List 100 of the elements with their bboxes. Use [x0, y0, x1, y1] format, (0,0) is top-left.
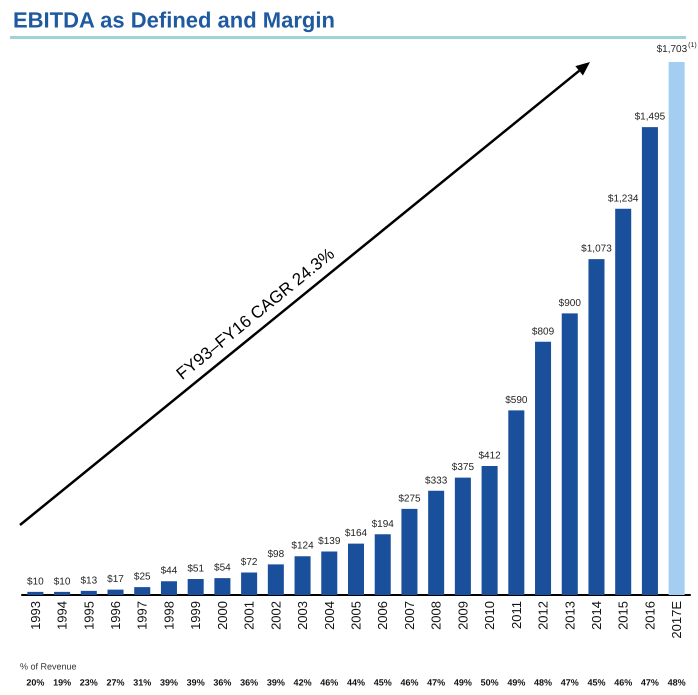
data-label: $1,234 — [608, 193, 639, 204]
bar — [642, 127, 658, 595]
text: 47% — [427, 678, 446, 688]
bar — [268, 564, 284, 595]
text: 19% — [53, 678, 72, 688]
x-tick-label: 1994 — [54, 601, 70, 630]
data-label: $10 — [27, 576, 44, 588]
text: 39% — [160, 678, 178, 688]
data-label: $164 — [344, 528, 368, 540]
x-tick-label: 2007 — [402, 601, 417, 630]
bar — [321, 551, 338, 595]
bar — [482, 466, 498, 595]
data-label: $590 — [505, 394, 528, 406]
text: % of Revenue — [20, 662, 77, 672]
text: 46% — [400, 678, 418, 688]
text: 49% — [454, 678, 472, 688]
text: 42% — [294, 678, 312, 688]
data-label: $809 — [532, 326, 555, 338]
bar — [160, 581, 177, 595]
x-tick-label: 2014 — [588, 601, 604, 630]
bar — [454, 478, 471, 595]
text: 36% — [240, 678, 258, 688]
text: 39% — [186, 678, 205, 688]
x-tick-label: 2017E — [669, 600, 684, 639]
bar — [588, 259, 604, 595]
x-tick-label: 2003 — [295, 601, 310, 630]
text: 49% — [507, 678, 526, 688]
bar — [562, 313, 578, 595]
bar — [535, 342, 552, 595]
text: 36% — [213, 678, 232, 688]
data-label: $900 — [558, 298, 582, 309]
data-label: $25 — [134, 572, 152, 583]
data-label: $72 — [240, 556, 258, 568]
chart-title: EBITDA as Defined and Margin — [13, 8, 335, 32]
x-tick-label: 2006 — [375, 601, 390, 630]
bar — [401, 508, 418, 595]
x-tick-label: 2000 — [214, 601, 230, 630]
text: 48% — [534, 678, 552, 688]
x-tick-label: 1995 — [81, 601, 96, 630]
x-tick-label: 2001 — [242, 601, 257, 630]
x-tick-label: 1993 — [28, 601, 43, 630]
text: 44% — [346, 678, 366, 688]
bar — [108, 590, 124, 595]
data-label: $333 — [425, 475, 448, 486]
bar — [241, 572, 258, 595]
data-label: $1,073 — [581, 244, 612, 255]
x-tick-label: 2005 — [348, 601, 364, 630]
bar — [294, 556, 311, 595]
text: 39% — [266, 678, 285, 688]
bar — [374, 534, 391, 595]
x-tick-label: 2013 — [562, 601, 578, 630]
text: 20% — [26, 678, 44, 688]
x-tick-label: 1997 — [134, 601, 150, 630]
bar — [668, 62, 685, 595]
x-tick-label: 2012 — [536, 601, 551, 630]
x-tick-label: 2010 — [482, 601, 498, 630]
bar — [134, 587, 150, 595]
data-label: $194 — [372, 518, 394, 530]
text: 48% — [668, 678, 686, 688]
bar — [615, 208, 632, 595]
bar — [348, 544, 364, 595]
data-label: $412 — [478, 450, 502, 462]
data-label: $1,495 — [634, 112, 666, 123]
data-label: $124 — [291, 540, 314, 552]
text: 23% — [80, 678, 98, 688]
x-tick-label: 2011 — [508, 601, 524, 629]
data-label: $10 — [54, 576, 71, 588]
data-label: $275 — [398, 493, 421, 504]
x-tick-label: 2004 — [322, 601, 337, 630]
data-label: $98 — [267, 548, 285, 560]
text: 45% — [587, 678, 606, 688]
text: 50% — [480, 678, 499, 688]
text: 31% — [133, 678, 152, 688]
bar — [214, 578, 230, 595]
x-tick-label: 2008 — [428, 601, 444, 630]
x-tick-label: 2009 — [455, 601, 470, 630]
text: 45% — [374, 678, 392, 688]
data-label: $17 — [107, 574, 124, 586]
text: 46% — [614, 678, 632, 688]
bar — [428, 490, 444, 595]
x-tick-label: 2002 — [268, 601, 284, 630]
bar — [508, 410, 524, 595]
data-label: $13 — [80, 575, 98, 586]
bar — [188, 579, 204, 595]
text: 46% — [320, 678, 338, 688]
x-tick-label: 1999 — [188, 601, 204, 630]
text: 47% — [560, 678, 579, 688]
bar — [54, 592, 70, 595]
bar — [27, 592, 44, 595]
data-label: $54 — [214, 562, 232, 574]
x-tick-label: 1998 — [161, 601, 176, 630]
data-label: $139 — [318, 536, 341, 547]
bar — [80, 590, 97, 595]
text: 47% — [640, 678, 659, 688]
data-label: $44 — [160, 566, 178, 577]
data-label: $375 — [452, 462, 474, 474]
x-tick-label: 1996 — [108, 601, 124, 630]
text: 27% — [106, 678, 125, 688]
data-label: $51 — [187, 564, 204, 575]
x-tick-label: 2015 — [616, 601, 631, 630]
